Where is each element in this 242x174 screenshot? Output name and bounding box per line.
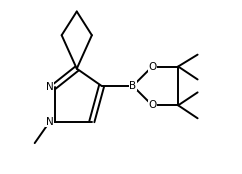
Text: O: O: [148, 61, 156, 72]
Text: B: B: [129, 81, 136, 91]
Text: N: N: [46, 117, 54, 126]
Text: O: O: [148, 100, 156, 110]
Text: N: N: [46, 82, 54, 92]
